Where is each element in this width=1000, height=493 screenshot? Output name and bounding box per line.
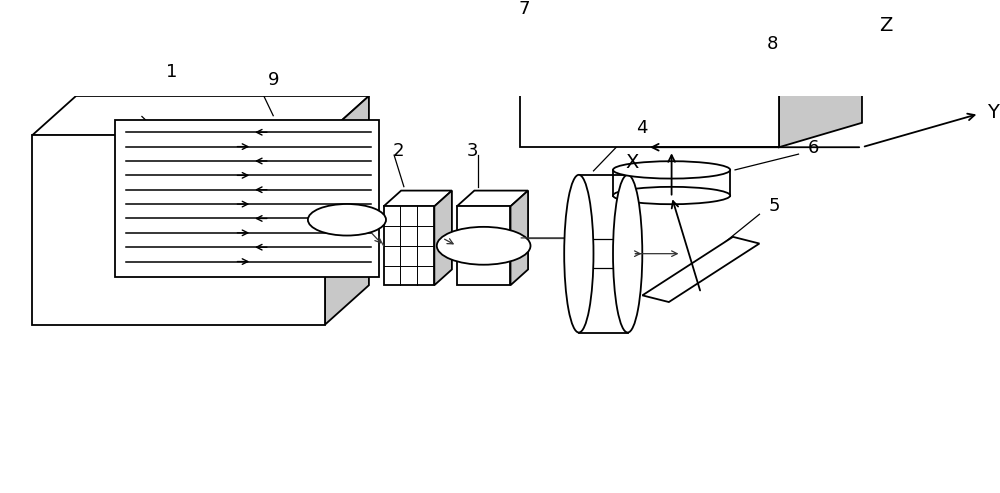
Ellipse shape	[613, 187, 730, 204]
Polygon shape	[434, 191, 452, 285]
Text: 7: 7	[519, 0, 530, 18]
Polygon shape	[457, 207, 510, 285]
Polygon shape	[457, 191, 528, 207]
Text: 8: 8	[767, 35, 778, 53]
Polygon shape	[384, 207, 434, 285]
Text: 2: 2	[393, 142, 405, 160]
Polygon shape	[32, 96, 369, 136]
Text: X: X	[626, 153, 639, 173]
Polygon shape	[593, 32, 699, 41]
Polygon shape	[520, 44, 862, 69]
Ellipse shape	[564, 175, 593, 332]
Polygon shape	[32, 136, 325, 324]
Ellipse shape	[613, 175, 642, 332]
Text: 1: 1	[166, 63, 177, 81]
Polygon shape	[115, 120, 379, 278]
Polygon shape	[642, 237, 759, 302]
Text: 4: 4	[637, 118, 648, 137]
Text: 5: 5	[768, 197, 780, 215]
Text: 3: 3	[467, 142, 479, 160]
Text: Y: Y	[987, 103, 999, 122]
Text: Z: Z	[880, 15, 893, 35]
Polygon shape	[593, 41, 670, 55]
Circle shape	[437, 227, 531, 265]
Polygon shape	[384, 191, 452, 207]
Circle shape	[308, 204, 386, 236]
Text: 6: 6	[807, 139, 819, 157]
Polygon shape	[510, 191, 528, 285]
Text: 9: 9	[267, 71, 279, 89]
Polygon shape	[520, 69, 779, 147]
Polygon shape	[779, 44, 862, 147]
Ellipse shape	[613, 161, 730, 178]
Polygon shape	[325, 96, 369, 324]
